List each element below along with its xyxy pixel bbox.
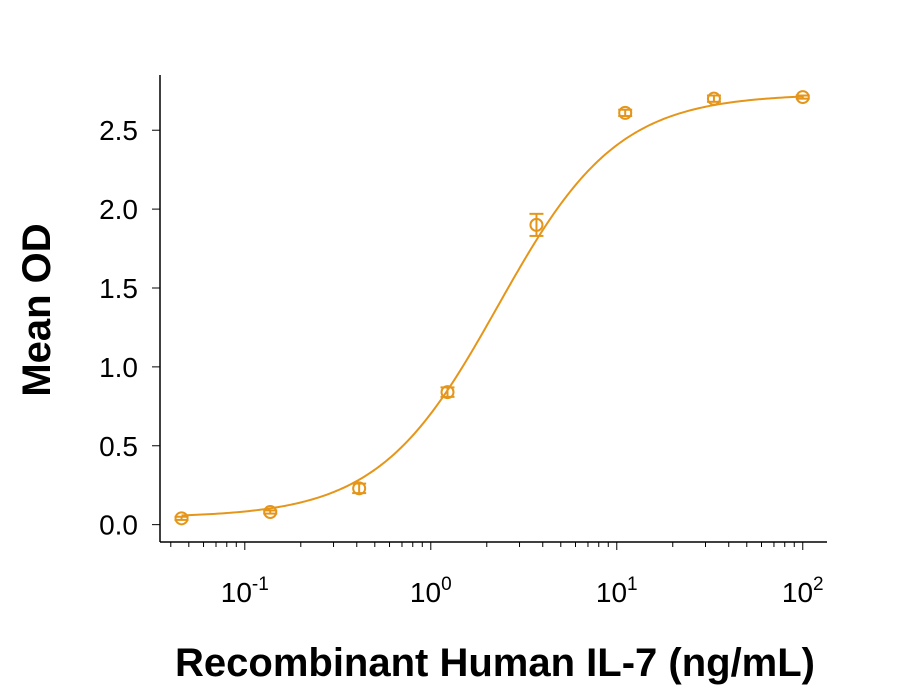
point-marker <box>618 105 633 120</box>
y-axis-ticks: 0.0 0.5 1.0 1.5 2.0 2.5 <box>99 115 160 541</box>
axes <box>159 75 827 543</box>
x-tick-label: 10-1 <box>221 574 269 608</box>
data-point <box>174 511 189 526</box>
data-points <box>174 90 810 526</box>
x-tick-label-exponent: 0 <box>441 574 452 595</box>
point-marker <box>263 505 278 520</box>
data-point <box>263 505 278 520</box>
y-tick-label: 1.5 <box>99 273 138 304</box>
y-tick-label: 2.5 <box>99 115 138 146</box>
data-point <box>706 91 721 106</box>
y-tick-label: 2.0 <box>99 194 138 225</box>
data-point <box>529 212 544 237</box>
y-axis-title: Mean OD <box>15 223 59 396</box>
point-marker <box>795 90 810 105</box>
x-tick-label-exponent: 1 <box>627 574 638 595</box>
x-tick-label-exponent: -1 <box>252 574 269 595</box>
y-tick-label: 0.5 <box>99 431 138 462</box>
x-tick-label-base: 10 <box>221 577 252 608</box>
x-tick-label-base: 10 <box>596 577 627 608</box>
data-point <box>795 90 810 105</box>
fit-curve <box>181 95 803 517</box>
data-point <box>618 105 633 120</box>
point-marker <box>174 511 189 526</box>
x-tick-label-exponent: 2 <box>813 574 824 595</box>
x-axis-title: Recombinant Human IL-7 (ng/mL) <box>175 641 815 685</box>
y-tick-label: 1.0 <box>99 352 138 383</box>
data-point <box>352 481 367 496</box>
point-marker <box>352 481 367 496</box>
x-axis-ticks: 10-1 100 101 102 <box>170 542 824 608</box>
x-tick-label: 100 <box>410 574 452 608</box>
x-tick-label-base: 10 <box>410 577 441 608</box>
x-tick-label: 101 <box>596 574 638 608</box>
point-marker <box>440 385 455 400</box>
data-point <box>440 385 455 400</box>
x-tick-label: 102 <box>782 574 824 608</box>
point-marker <box>706 91 721 106</box>
point-marker <box>529 217 544 232</box>
y-tick-label: 0.0 <box>99 510 138 541</box>
x-tick-label-base: 10 <box>782 577 813 608</box>
